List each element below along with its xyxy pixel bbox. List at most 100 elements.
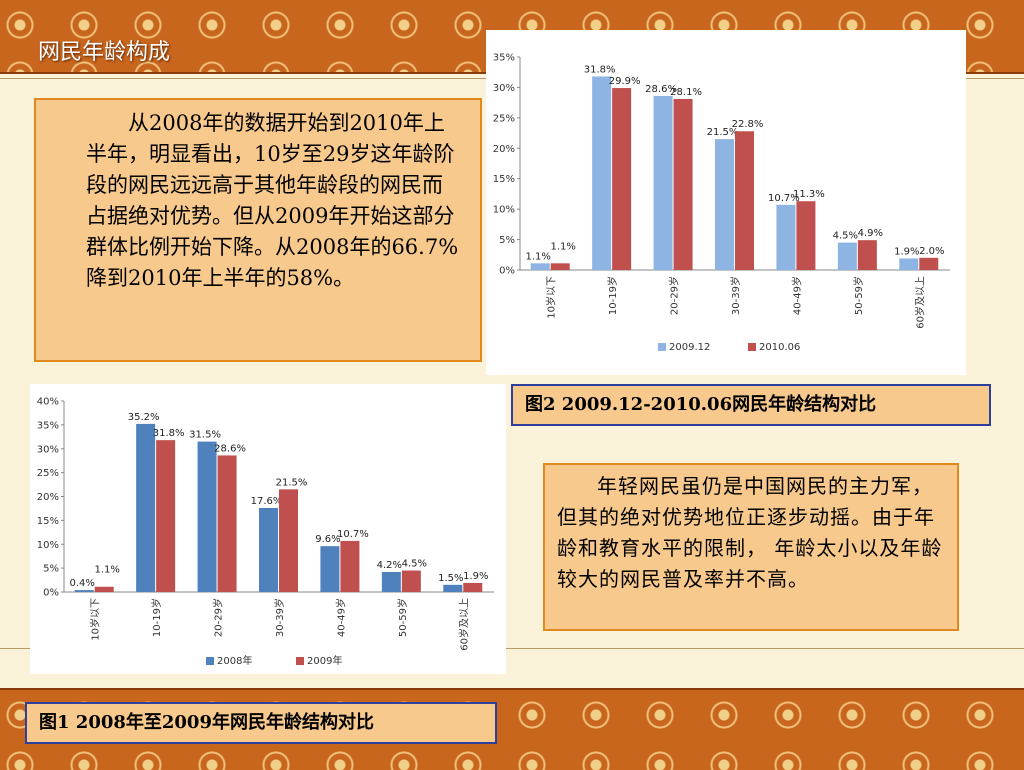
y-tick-label: 25%: [37, 468, 59, 479]
y-tick-label: 15%: [37, 516, 59, 527]
text-box-top: 从2008年的数据开始到2010年上半年，明显看出，10岁至29岁这年龄阶段的网…: [34, 98, 482, 362]
bar-2009年-30-39岁: [279, 489, 298, 592]
bar-2008年-40-49岁: [320, 546, 340, 592]
bar-2009年-50-59岁: [401, 570, 421, 592]
data-label: 28.6%: [214, 443, 246, 454]
page-title: 网民年龄构成: [38, 40, 171, 65]
bar-2008年-10岁以下: [74, 590, 94, 592]
category-label: 20-29岁: [212, 598, 225, 637]
bar-2009.12-10岁以下: [530, 263, 550, 270]
category-label: 10岁以下: [545, 276, 558, 319]
bar-2009.12-40-49岁: [776, 204, 796, 270]
bar-2010.06-50-59岁: [857, 240, 877, 270]
y-tick-label: 25%: [493, 113, 515, 124]
chart-panel-fig1: 0% 5% 10% 15% 20% 25% 30% 35% 40% 0.4% 1.1% 10岁以下 35…: [30, 384, 506, 674]
bar-2008年-20-29岁: [197, 441, 217, 592]
data-label: 31.8%: [584, 64, 616, 75]
category-label: 20-29岁: [668, 276, 681, 315]
category-label: 30-39岁: [729, 276, 742, 315]
y-tick-label: 35%: [37, 420, 59, 431]
data-label: 9.6%: [315, 534, 340, 545]
y-tick-label: 5%: [499, 235, 515, 246]
data-label: 22.8%: [732, 119, 764, 130]
chart-panel-fig2: 0% 5% 10% 15% 20% 25% 30% 35% 1.1% 1.1% 10岁以下 31.8%…: [486, 30, 966, 375]
y-tick-label: 40%: [37, 397, 59, 408]
bar-2008年-30-39岁: [259, 507, 278, 592]
legend-swatch: [658, 343, 666, 351]
bar-2010.06-10岁以下: [550, 263, 570, 270]
data-label: 21.5%: [707, 127, 739, 138]
y-tick-label: 10%: [37, 540, 59, 551]
data-label: 31.5%: [189, 430, 221, 441]
category-label: 30-39岁: [273, 598, 286, 637]
text-bottom-paragraph: 年轻网民虽仍是中国网民的主力军，但其的绝对优势地位正逐步动摇。由于年龄和教育水平…: [557, 474, 943, 591]
caption-fig1: 图1 2008年至2009年网民年龄结构对比: [25, 702, 497, 744]
data-label: 35.2%: [128, 412, 160, 423]
data-label: 21.5%: [276, 477, 308, 488]
bottom-divider: [0, 648, 1024, 649]
legend-swatch: [748, 343, 756, 351]
bar-2008年-60岁及以上: [443, 584, 463, 592]
data-label: 2.0%: [919, 246, 944, 257]
y-tick-label: 15%: [493, 174, 515, 185]
data-label: 1.1%: [551, 241, 576, 252]
bar-2009.12-60岁及以上: [899, 258, 919, 270]
bar-2009年-10-19岁: [156, 440, 176, 592]
bar-2009年-20-29岁: [217, 455, 237, 592]
legend-label: 2009年: [307, 654, 342, 667]
category-label: 40-49岁: [790, 276, 803, 315]
y-tick-label: 20%: [37, 492, 59, 503]
bar-2009年-40-49岁: [340, 540, 360, 592]
chart-fig1: 0% 5% 10% 15% 20% 25% 30% 35% 40% 0.4%1.1% 10岁以下 35…: [37, 397, 494, 667]
y-tick-label: 5%: [43, 564, 59, 575]
bar-2010.06-10-19岁: [612, 88, 632, 270]
data-label: 1.1%: [526, 251, 551, 262]
bar-2010.06-20-29岁: [673, 98, 693, 271]
bar-2010.06-30-39岁: [735, 131, 754, 270]
data-label: 31.8%: [153, 428, 185, 439]
data-label: 29.9%: [609, 76, 641, 87]
legend-label: 2008年: [217, 654, 252, 667]
category-label: 10-19岁: [150, 598, 163, 637]
legend-label: 2010.06: [759, 342, 800, 353]
bar-2009.12-10-19岁: [592, 76, 612, 270]
y-tick-label: 35%: [493, 53, 515, 64]
category-label: 10-19岁: [606, 276, 619, 315]
y-tick-label: 20%: [493, 144, 515, 155]
bar-2008年-10-19岁: [136, 423, 156, 592]
text-top-paragraph: 从2008年的数据开始到2010年上半年，明显看出，10岁至29岁这年龄阶段的网…: [86, 111, 459, 290]
data-label: 4.2%: [377, 560, 402, 571]
data-label: 17.6%: [251, 496, 283, 507]
data-label: 11.3%: [793, 189, 825, 200]
category-label: 60岁及以上: [913, 276, 926, 329]
data-label: 1.9%: [463, 571, 488, 582]
data-label: 4.5%: [402, 559, 427, 570]
y-tick-label: 30%: [493, 83, 515, 94]
category-label: 50-59岁: [852, 276, 865, 315]
text-box-bottom: 年轻网民虽仍是中国网民的主力军，但其的绝对优势地位正逐步动摇。由于年龄和教育水平…: [543, 463, 959, 631]
data-label: 28.6%: [645, 84, 677, 95]
bar-2008年-50-59岁: [381, 571, 401, 592]
data-label: 0.4%: [70, 578, 95, 589]
data-label: 1.9%: [894, 246, 919, 257]
category-label: 50-59岁: [396, 598, 409, 637]
legend-label: 2009.12: [669, 342, 710, 353]
y-tick-label: 0%: [43, 588, 59, 599]
y-tick-label: 30%: [37, 444, 59, 455]
bar-2009.12-30-39岁: [715, 139, 734, 270]
legend-swatch: [206, 657, 214, 665]
y-tick-label: 10%: [493, 205, 515, 216]
data-label: 10.7%: [337, 529, 369, 540]
data-label: 1.5%: [438, 573, 463, 584]
bar-2009.12-20-29岁: [653, 95, 673, 270]
bar-2009.12-50-59岁: [837, 242, 857, 270]
legend-swatch: [296, 657, 304, 665]
bar-2010.06-60岁及以上: [919, 257, 939, 270]
category-label: 10岁以下: [89, 598, 102, 641]
data-label: 28.1%: [670, 87, 702, 98]
category-label: 60岁及以上: [457, 598, 470, 651]
data-label: 4.9%: [858, 228, 883, 239]
category-label: 40-49岁: [334, 598, 347, 637]
bar-2009年-60岁及以上: [463, 582, 483, 592]
bar-2010.06-40-49岁: [796, 201, 816, 270]
